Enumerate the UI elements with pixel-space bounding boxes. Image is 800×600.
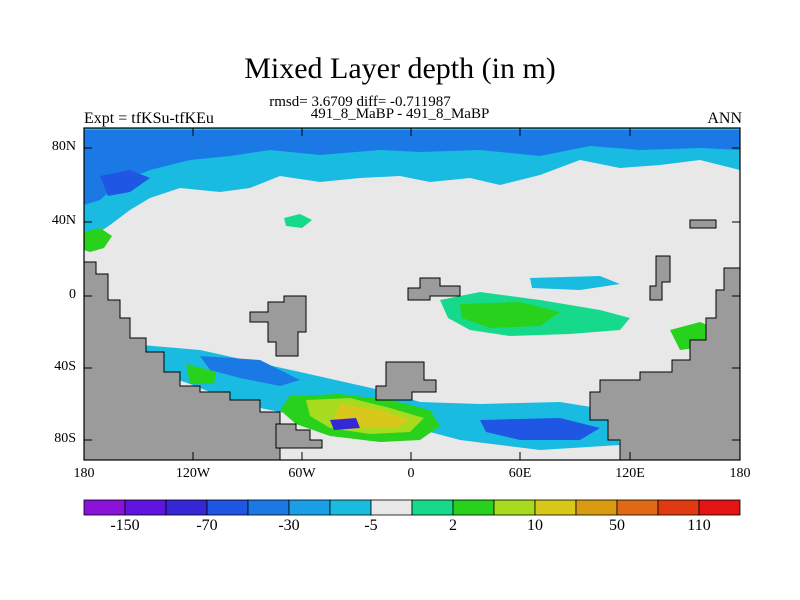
land-tropical-island xyxy=(407,277,461,301)
colorbar-swatch xyxy=(698,499,741,516)
lat-tick-label: 80N xyxy=(51,139,76,154)
case-names: 491_8_MaBP - 491_8_MaBP xyxy=(310,106,490,122)
arctic-deeper-blue xyxy=(84,130,740,205)
period-label: ANN xyxy=(707,110,742,127)
colorbar-tick-label: -30 xyxy=(278,517,300,534)
axis-ticks xyxy=(83,128,741,460)
lon-tick-label: 120E xyxy=(615,466,645,481)
lon-tick-label: 60E xyxy=(508,466,532,481)
south-pacific-green xyxy=(186,364,216,384)
colorbar-tick-label: -70 xyxy=(196,517,218,534)
colorbar-tick-label: 50 xyxy=(609,517,625,534)
colorbar-swatch xyxy=(657,499,700,516)
lon-tick-label: 60W xyxy=(288,466,316,481)
colorbar-swatch xyxy=(83,499,126,516)
colorbar-swatch xyxy=(165,499,208,516)
colorbar-swatch xyxy=(493,499,536,516)
colorbar xyxy=(83,499,741,516)
lon-tick-label: 180 xyxy=(73,466,95,481)
map-field xyxy=(84,128,740,460)
land-small-continent xyxy=(375,361,437,401)
colorbar-swatch xyxy=(124,499,167,516)
land-east-continent xyxy=(589,267,740,460)
colorbar-swatch xyxy=(616,499,659,516)
colorbar-swatch xyxy=(329,499,372,516)
land-pacific-island xyxy=(649,255,671,301)
tropical-negative-band xyxy=(530,276,620,290)
lon-tick-label: 120W xyxy=(175,466,211,481)
southern-ocean-blue-2 xyxy=(480,418,600,440)
lat-tick-label: 40S xyxy=(54,359,76,374)
lon-tick-label: 0 xyxy=(407,466,415,481)
southern-ocean-blue xyxy=(200,356,300,386)
colorbar-swatch xyxy=(247,499,290,516)
experiment-label: Expt = tfKSu-tfKEu xyxy=(84,110,214,127)
colorbar-swatch xyxy=(411,499,454,516)
north-pacific-green xyxy=(284,214,312,228)
lat-tick-label: 80S xyxy=(54,431,76,446)
land-antarctic-peninsula xyxy=(275,423,323,449)
arctic-strong-blue xyxy=(100,170,150,196)
colorbar-swatch xyxy=(452,499,495,516)
land-south-america-west xyxy=(84,261,281,460)
southern-ocean-deep-neg xyxy=(330,418,360,430)
lon-tick-label: 180 xyxy=(729,466,751,481)
lat-tick-label: 0 xyxy=(69,287,76,302)
colorbar-tick-label: -5 xyxy=(364,517,378,534)
arctic-negative-region xyxy=(84,128,740,240)
tropical-positive-core xyxy=(460,302,560,328)
map-frame xyxy=(83,127,741,461)
land-north-east-islet xyxy=(689,219,717,229)
colorbar-swatch xyxy=(288,499,331,516)
map-title: Mixed Layer depth (in m) xyxy=(244,52,556,85)
rmsd-diff-stats: rmsd= 3.6709 diff= -0.711987 xyxy=(269,94,451,110)
colorbar-swatch xyxy=(370,499,413,516)
colorbar-tick-label: 110 xyxy=(687,517,711,534)
north-atlantic-green xyxy=(84,228,112,252)
lat-tick-label: 40N xyxy=(51,213,76,228)
land-africa xyxy=(249,295,307,357)
colorbar-swatch xyxy=(206,499,249,516)
colorbar-swatch xyxy=(534,499,577,516)
land-masses xyxy=(84,219,740,460)
colorbar-swatch xyxy=(575,499,618,516)
colorbar-tick-label: 10 xyxy=(527,517,543,534)
colorbar-tick-label: 2 xyxy=(449,517,457,534)
colorbar-tick-label: -150 xyxy=(110,517,140,534)
